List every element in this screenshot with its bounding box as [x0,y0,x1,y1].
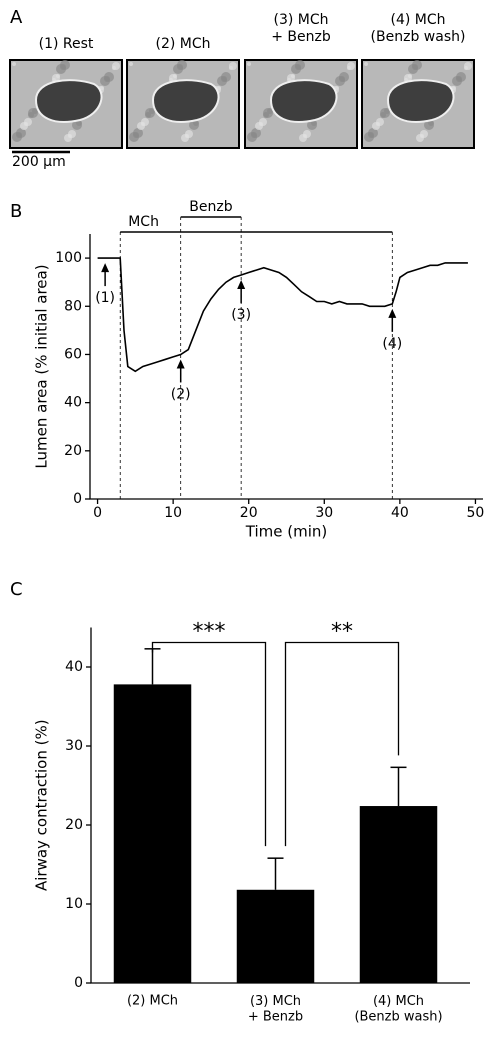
event-arrowhead [237,279,246,289]
x-tick-label: (4) MCh (Benzb wash) [354,994,442,1025]
scale-bar-label: 200 µm [12,154,66,170]
image-texture [189,120,199,130]
lumen [269,79,338,123]
image-texture [255,122,263,130]
image-texture [263,112,269,118]
image-texture [28,112,34,118]
y-tick-label: 20 [65,817,83,833]
period-label: MCh [128,214,159,230]
image-texture [380,112,386,118]
event-label: (1) [95,290,115,306]
y-tick-label: 100 [55,250,82,266]
bar [236,889,315,983]
lumen [151,79,220,123]
image-texture [12,132,22,142]
lumen [386,79,455,123]
image-texture [416,134,424,142]
image-title: (1) Rest [39,36,94,52]
image-texture [452,76,462,86]
x-axis-label: Time (min) [245,523,327,541]
event-arrowhead [101,263,110,273]
image-texture [229,66,233,70]
image-texture [247,132,257,142]
image-title: (2) MCh [155,36,210,52]
x-tick-label: (2) MCh [127,994,178,1009]
y-tick-label: 0 [73,491,82,507]
image-texture [137,122,145,130]
image-texture [307,120,317,130]
image-texture [364,62,368,66]
y-tick-label: 10 [65,896,83,912]
image-texture [100,76,110,86]
panel-label: B [10,201,22,222]
image-texture [299,134,307,142]
y-axis-label: Lumen area (% initial area) [33,264,51,468]
image-texture [129,62,133,66]
y-tick-label: 20 [64,443,82,459]
lumen [34,79,103,123]
image-texture [217,76,227,86]
image-texture [12,62,16,66]
image-texture [72,120,82,130]
image-texture [56,64,66,74]
image-title: (3) MCh + Benzb [271,12,331,45]
image-texture [173,64,183,74]
event-arrowhead [388,308,397,318]
y-tick-label: 0 [74,975,83,991]
x-tick-label: 40 [391,505,409,521]
panel-label: C [10,579,23,600]
x-tick-label: (3) MCh + Benzb [248,994,303,1025]
image-texture [335,76,345,86]
significance-label: ** [331,620,353,645]
image-texture [291,64,301,74]
y-axis-label: Airway contraction (%) [33,719,51,891]
event-arrowhead [176,359,185,369]
image-texture [347,66,351,70]
y-tick-label: 30 [65,738,83,754]
significance-label: *** [193,620,226,645]
x-tick-label: 50 [467,505,485,521]
x-tick-label: 0 [93,505,102,521]
image-texture [112,66,116,70]
image-texture [20,122,28,130]
image-texture [464,66,468,70]
image-texture [372,122,380,130]
y-tick-label: 40 [64,395,82,411]
panel-label: A [10,7,23,28]
image-texture [145,112,151,118]
significance-bracket [284,641,400,847]
image-texture [408,64,418,74]
axes [89,234,483,500]
event-label: (2) [171,386,191,402]
significance-bracket [151,641,267,847]
image-title: (4) MCh (Benzb wash) [371,12,466,45]
x-tick-label: 20 [240,505,258,521]
bar [359,806,438,983]
image-texture [181,134,189,142]
bar [113,684,192,983]
x-tick-label: 10 [164,505,182,521]
event-label: (3) [231,307,251,323]
image-texture [64,134,72,142]
event-label: (4) [382,336,402,352]
image-texture [129,132,139,142]
image-texture [424,120,434,130]
x-tick-label: 30 [315,505,333,521]
y-tick-label: 80 [64,298,82,314]
trace [97,257,468,373]
y-tick-label: 60 [64,346,82,362]
period-label: Benzb [189,199,232,215]
image-texture [364,132,374,142]
image-texture [247,62,251,66]
y-tick-label: 40 [65,659,83,675]
